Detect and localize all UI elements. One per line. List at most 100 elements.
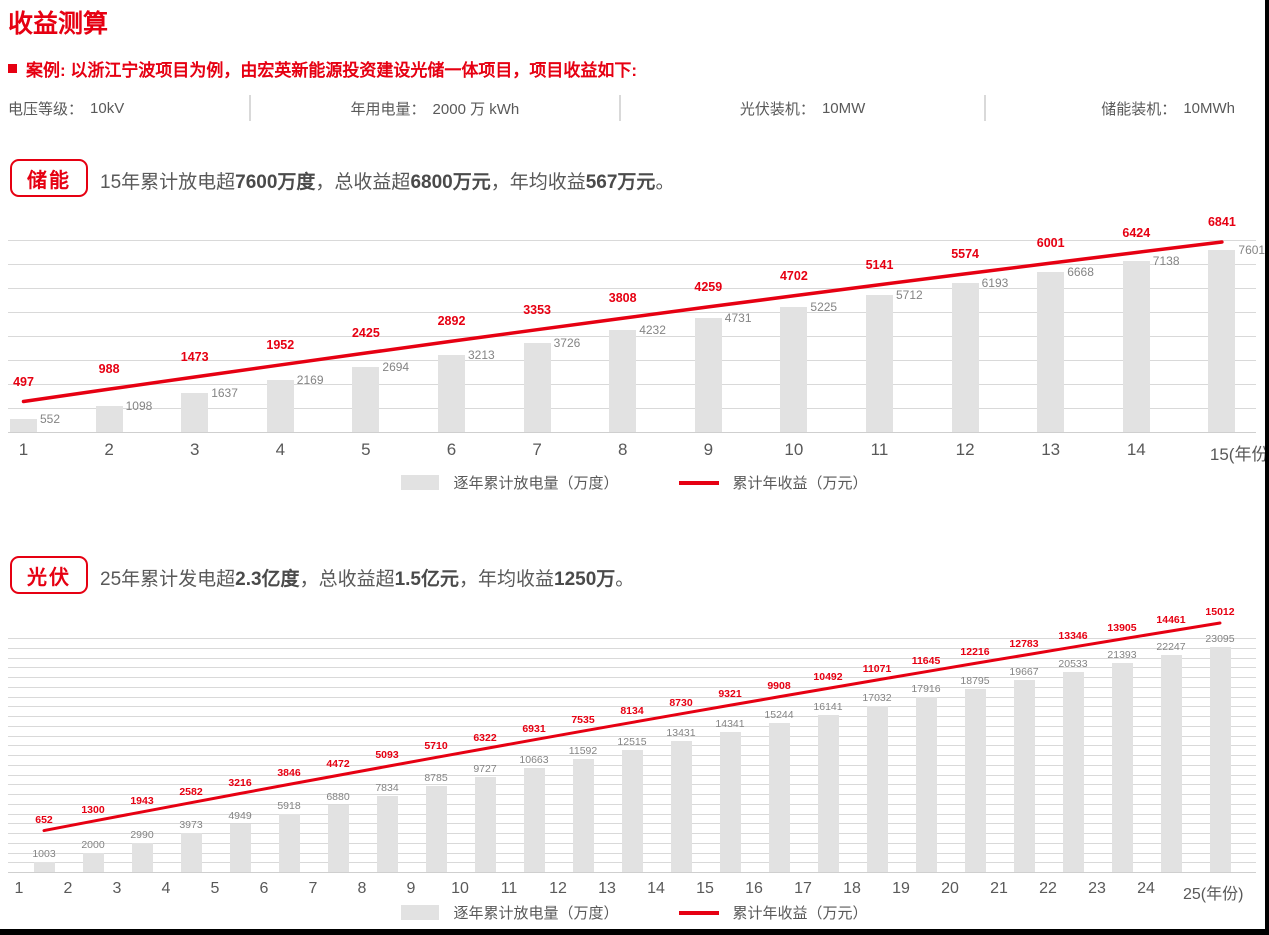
bar <box>1013 680 1035 872</box>
line-value-label: 5710 <box>424 740 448 753</box>
desc-segment: ，年均收益 <box>459 569 555 590</box>
info-bar: 电压等级： 10kV 年用电量： 2000 万 kWh 光伏装机： 10MW 储能装机： 10… <box>0 92 1269 124</box>
x-axis-label: 9 <box>406 880 416 897</box>
line-value-label: 2892 <box>437 314 466 329</box>
page-title: 收益测算 <box>8 10 109 38</box>
x-axis-label: 8 <box>357 880 367 897</box>
x-axis-label: 21 <box>990 880 1008 897</box>
bar-value-label: 20533 <box>1058 657 1088 670</box>
bar <box>719 732 741 872</box>
x-axis-label: 10 <box>451 880 469 897</box>
bar <box>1209 646 1231 872</box>
desc-segment: 1250万 <box>554 569 616 590</box>
x-axis-label: 4 <box>275 440 286 459</box>
grid-line <box>8 725 1256 727</box>
info-separator <box>619 95 621 121</box>
x-axis-label: 20 <box>941 880 959 897</box>
x-axis-label: 2 <box>104 440 114 459</box>
grid-line <box>8 240 1256 241</box>
line-value-label: 10492 <box>813 671 843 684</box>
grid-line <box>8 696 1256 698</box>
bullet-square-icon <box>8 64 17 73</box>
x-axis-label: 1 <box>18 440 29 459</box>
line-value-label: 988 <box>98 362 120 377</box>
bar <box>376 795 398 872</box>
info-item: 储能装机： 10MWh <box>986 92 1269 124</box>
line-value-label: 6001 <box>1036 236 1065 251</box>
storage-chart: 552 1098 1637 2169 2694 3213 3726 4232 4731 5225 5… <box>8 215 1269 474</box>
bar-value-label: 7601 <box>1238 242 1266 257</box>
x-axis-label: 13 <box>1041 440 1061 459</box>
grid-line <box>8 647 1256 649</box>
bar <box>229 823 251 872</box>
desc-segment: ，年均收益 <box>490 172 586 193</box>
line-value-label: 1473 <box>180 349 209 364</box>
grid-line <box>8 657 1256 659</box>
x-axis-label: 3 <box>189 440 200 459</box>
bar <box>10 418 37 432</box>
case-line: 案例: 以浙江宁波项目为例，由宏英新能源投资建设光储一体项目，项目收益如下: <box>8 56 637 81</box>
info-item: 电压等级： 10kV <box>0 92 249 124</box>
bar <box>780 306 808 432</box>
bar <box>438 354 465 432</box>
bar-value-label: 2000 <box>81 838 105 851</box>
bar-value-label: 17916 <box>911 683 941 696</box>
bar <box>523 342 551 432</box>
revenue-line <box>21 240 1224 404</box>
info-value: 10MWh <box>1183 99 1235 117</box>
bar-value-label: 5918 <box>277 800 301 813</box>
x-axis-label: 5 <box>361 440 371 459</box>
bar <box>964 688 986 872</box>
bar <box>1062 671 1084 872</box>
revenue-line <box>42 621 1222 833</box>
x-axis-line <box>8 872 1256 873</box>
x-axis-label: 5 <box>210 880 220 897</box>
line-value-label: 11645 <box>911 654 941 667</box>
bar <box>131 842 153 872</box>
bar <box>327 804 349 872</box>
grid-line <box>8 745 1256 747</box>
legend-label: 逐年累计放电量（万度） <box>453 475 619 492</box>
bar-value-label: 6193 <box>981 276 1009 291</box>
bar <box>95 405 123 432</box>
line-value-label: 12216 <box>960 646 990 659</box>
legend-item-line: 累计年收益（万元） <box>678 902 868 923</box>
x-axis-label: 18 <box>843 880 861 897</box>
line-value-label: 8730 <box>669 696 693 709</box>
line-value-label: 13346 <box>1058 630 1088 643</box>
x-axis-label: 7 <box>532 440 542 459</box>
x-axis-label: 19 <box>892 880 910 897</box>
line-value-label: 14461 <box>1156 613 1186 626</box>
grid-line <box>8 735 1256 737</box>
desc-segment: ，总收益超 <box>299 569 395 590</box>
bar <box>1111 663 1133 872</box>
bar-value-label: 14341 <box>715 718 745 731</box>
desc-segment: 2.3亿度 <box>235 569 300 590</box>
legend-label: 累计年收益（万元） <box>732 905 868 922</box>
line-value-label: 11071 <box>862 662 892 675</box>
bar-value-label: 1637 <box>211 385 238 400</box>
bar <box>817 714 839 872</box>
line-value-label: 652 <box>35 813 53 826</box>
desc-segment: 1.5亿元 <box>394 569 459 590</box>
bar-swatch-icon <box>401 905 440 920</box>
info-label: 光伏装机： <box>739 100 815 118</box>
grid-line <box>8 264 1256 265</box>
bar <box>866 294 893 432</box>
bar-value-label: 3213 <box>468 347 495 362</box>
pv-chart: 1003 2000 2990 3973 4949 5918 6880 7834 8785 9727… <box>8 606 1256 914</box>
bar <box>768 723 790 872</box>
legend-item-bars: 逐年累计放电量（万度） <box>401 472 619 493</box>
line-value-label: 497 <box>13 374 34 389</box>
bar <box>670 741 692 872</box>
grid-line <box>8 667 1256 669</box>
bar-value-label: 1098 <box>125 398 153 413</box>
info-label: 储能装机： <box>1101 100 1177 118</box>
bar <box>523 768 545 872</box>
desc-segment: ，总收益超 <box>315 172 411 193</box>
bar <box>866 705 888 872</box>
bar <box>621 749 643 872</box>
x-axis-label: 12 <box>549 880 567 897</box>
bar-value-label: 1003 <box>32 848 56 861</box>
bar <box>33 862 55 872</box>
